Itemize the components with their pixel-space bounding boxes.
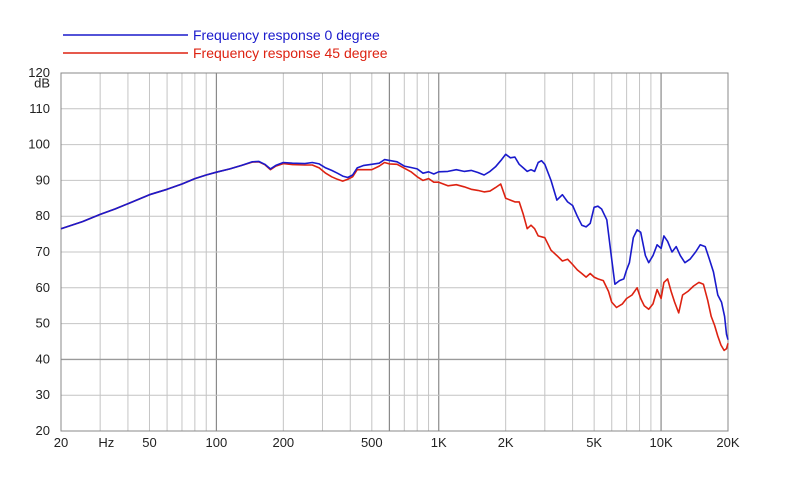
y-tick-label: 90 (36, 172, 50, 187)
y-tick-label: 40 (36, 351, 50, 366)
y-tick-label: 30 (36, 387, 50, 402)
x-axis-tick-labels: 20 50 100 200 500 1K 2K 5K 10K 20K Hz (54, 435, 740, 450)
legend: Frequency response 0 degree Frequency res… (63, 27, 388, 61)
series-layer (60, 153, 729, 352)
x-axis-unit-label: Hz (98, 435, 114, 450)
x-tick-label: 20 (54, 435, 68, 450)
x-tick-label: 200 (272, 435, 294, 450)
y-tick-label: 80 (36, 208, 50, 223)
y-tick-label: 50 (36, 316, 50, 331)
x-tick-label: 5K (586, 435, 602, 450)
legend-label: Frequency response 0 degree (193, 27, 380, 43)
y-tick-label: 100 (28, 137, 50, 152)
series-line (60, 153, 729, 340)
y-axis-tick-labels: 20 30 40 50 60 70 80 90 100 110 120 (28, 65, 50, 438)
y-tick-label: 60 (36, 280, 50, 295)
y-tick-label: 120 (28, 65, 50, 80)
y-axis-unit-label: dB (34, 76, 50, 91)
y-tick-label: 20 (36, 423, 50, 438)
x-tick-label: 500 (361, 435, 383, 450)
x-tick-label: 2K (498, 435, 514, 450)
x-tick-label: 20K (716, 435, 739, 450)
grid (60, 72, 729, 432)
x-tick-label: 10K (650, 435, 673, 450)
y-tick-label: 110 (29, 101, 50, 116)
plot-frame (60, 72, 729, 432)
x-tick-label: 100 (206, 435, 228, 450)
series-line (60, 161, 729, 352)
x-tick-label: 50 (142, 435, 156, 450)
legend-label: Frequency response 45 degree (193, 45, 388, 61)
y-tick-label: 70 (36, 244, 50, 259)
x-tick-label: 1K (431, 435, 447, 450)
